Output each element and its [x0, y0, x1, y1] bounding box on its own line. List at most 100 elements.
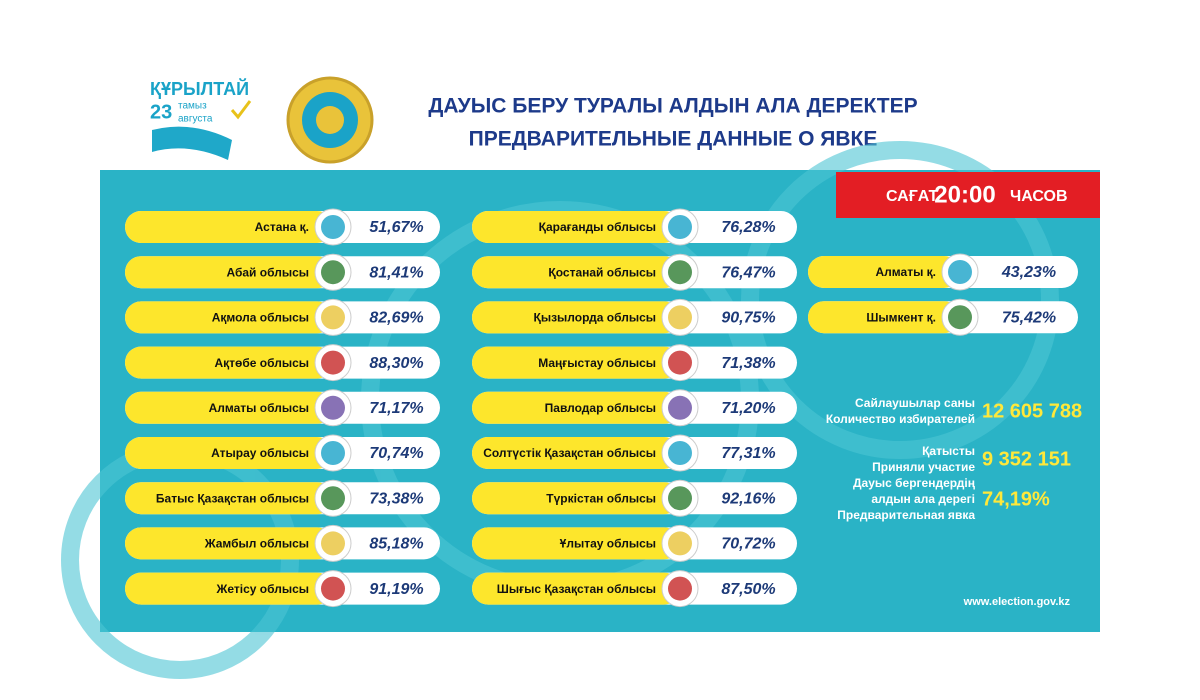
- stat-value: 9 352 151: [982, 448, 1071, 470]
- stat-value: 12 605 788: [982, 400, 1082, 422]
- time-value: 20:00: [934, 181, 995, 208]
- region-name: Қостанай облысы: [548, 265, 656, 279]
- region-emblem-inner: [321, 215, 345, 239]
- website: www.election.gov.kz: [963, 596, 1071, 608]
- stat-label: Дауыс бергендердің: [853, 476, 976, 490]
- name-pill: [125, 256, 333, 289]
- region-name: Абай облысы: [226, 265, 309, 279]
- region-emblem-inner: [321, 531, 345, 556]
- region-emblem-inner: [321, 441, 345, 465]
- region-row: Алматы облысы 71,17%: [125, 389, 440, 427]
- region-emblem-inner: [668, 486, 692, 511]
- name-pill: [125, 572, 333, 605]
- region-name: Астана қ.: [255, 220, 309, 234]
- name-pill: [472, 527, 680, 560]
- region-row: Қарағанды облысы 76,28%: [472, 208, 797, 246]
- region-turnout: 76,47%: [721, 264, 775, 281]
- region-turnout: 81,41%: [369, 264, 423, 281]
- region-turnout: 76,28%: [721, 219, 775, 236]
- region-name: Қызылорда облысы: [534, 311, 656, 325]
- region-emblem-inner: [668, 576, 692, 601]
- title-ru: ПРЕДВАРИТЕЛЬНЫЕ ДАННЫЕ О ЯВКЕ: [469, 128, 878, 151]
- name-pill: [472, 256, 680, 289]
- region-name: Солтүстік Қазақстан облысы: [483, 446, 656, 460]
- name-pill: [808, 301, 960, 334]
- region-turnout: 85,18%: [369, 536, 423, 553]
- stat-value: 74,19%: [982, 488, 1050, 510]
- region-emblem-inner: [948, 260, 972, 284]
- name-pill: [472, 211, 680, 243]
- region-emblem-inner: [668, 350, 692, 375]
- region-turnout: 43,23%: [1001, 264, 1056, 281]
- region-emblem-inner: [321, 395, 345, 420]
- region-turnout: 70,74%: [369, 445, 423, 462]
- region-row: Шымкент қ. 75,42%: [808, 298, 1078, 336]
- region-name: Павлодар облысы: [545, 401, 656, 415]
- region-turnout: 77,31%: [721, 445, 775, 462]
- region-emblem-inner: [668, 215, 692, 239]
- flag-icon: [152, 126, 232, 160]
- region-emblem-inner: [321, 260, 345, 285]
- region-name: Ақмола облысы: [212, 311, 309, 325]
- logo-title: ҚҰРЫЛТАЙ: [150, 78, 249, 99]
- stat-label: Приняли участие: [872, 460, 975, 474]
- region-turnout: 51,67%: [369, 219, 423, 236]
- stat-label: Қатысты: [922, 444, 975, 458]
- name-pill: [125, 391, 333, 424]
- stat-label: Количество избирателей: [826, 412, 975, 426]
- name-pill: [125, 301, 333, 334]
- time-prefix: САҒАТ: [886, 188, 939, 205]
- name-pill: [472, 391, 680, 424]
- cec-emblem: [286, 76, 374, 164]
- region-name: Жамбыл облысы: [204, 537, 309, 551]
- region-row: Ақмола облысы 82,69%: [125, 298, 440, 336]
- name-pill: [125, 482, 333, 515]
- name-pill: [472, 572, 680, 605]
- region-emblem-inner: [321, 350, 345, 375]
- region-row: Павлодар облысы 71,20%: [472, 389, 797, 427]
- title-kz: ДАУЫС БЕРУ ТУРАЛЫ АЛДЫН АЛА ДЕРЕКТЕР: [428, 95, 917, 118]
- region-name: Шығыс Қазақстан облысы: [497, 582, 656, 596]
- name-pill: [125, 346, 333, 379]
- region-turnout: 71,38%: [721, 355, 775, 372]
- region-name: Қарағанды облысы: [539, 220, 656, 234]
- region-emblem-inner: [668, 441, 692, 465]
- kurultai-logo: ҚҰРЫЛТАЙ 23 тамыз августа: [150, 78, 252, 160]
- name-pill: [125, 211, 333, 243]
- region-emblem-inner: [948, 305, 972, 330]
- region-turnout: 71,20%: [721, 400, 775, 417]
- region-name: Ұлытау облысы: [560, 537, 656, 551]
- region-name: Жетісу облысы: [216, 582, 310, 596]
- region-turnout: 75,42%: [1002, 309, 1056, 326]
- region-row: Жамбыл облысы 85,18%: [125, 524, 440, 562]
- region-row: Солтүстік Қазақстан облысы 77,31%: [472, 434, 797, 472]
- region-turnout: 87,50%: [721, 581, 775, 598]
- region-name: Ақтөбе облысы: [214, 356, 309, 370]
- region-turnout: 88,30%: [369, 355, 423, 372]
- region-name: Алматы облысы: [209, 401, 309, 415]
- region-name: Маңғыстау облысы: [538, 356, 656, 370]
- region-row: Астана қ. 51,67%: [125, 208, 440, 246]
- region-row: Алматы қ. 43,23%: [808, 253, 1078, 291]
- name-pill: [472, 346, 680, 379]
- region-emblem-inner: [668, 305, 692, 330]
- region-turnout: 70,72%: [721, 536, 775, 553]
- check-icon: [230, 100, 252, 120]
- time-badge: [836, 172, 1100, 218]
- region-name: Алматы қ.: [876, 265, 936, 279]
- name-pill: [125, 527, 333, 560]
- region-emblem-inner: [668, 395, 692, 420]
- logo-day: 23: [150, 101, 172, 123]
- region-name: Атырау облысы: [211, 446, 309, 460]
- region-row: Абай облысы 81,41%: [125, 253, 440, 291]
- region-row: Батыс Қазақстан облысы 73,38%: [125, 479, 440, 517]
- region-row: Қызылорда облысы 90,75%: [472, 298, 797, 336]
- region-turnout: 91,19%: [369, 581, 423, 598]
- region-row: Қостанай облысы 76,47%: [472, 253, 797, 291]
- logo-month-kz: тамыз: [178, 101, 207, 112]
- region-emblem-inner: [668, 531, 692, 556]
- stat-label: Сайлаушылар саны: [855, 396, 975, 410]
- region-emblem-inner: [321, 486, 345, 511]
- region-emblem-inner: [321, 576, 345, 601]
